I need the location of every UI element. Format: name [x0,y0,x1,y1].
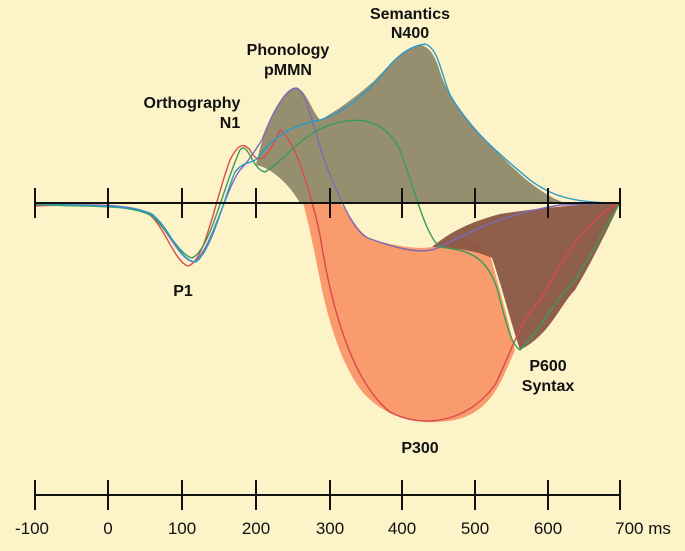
time-axis [34,480,621,510]
wave-green [34,119,621,351]
p600-area [432,203,620,350]
tick-label: 200 [242,519,270,538]
label: Syntax [522,378,575,395]
tick-label: 400 [388,519,416,538]
label: P300 [401,440,438,457]
label: pMMN [264,62,312,79]
wave-red [34,128,621,422]
label: Semantics [370,6,450,23]
label: P600 [529,358,566,375]
wave-purple [34,87,621,263]
n400-area [256,45,565,204]
tick-label: 500 [461,519,489,538]
tick-label: 0 [103,519,112,538]
tick-label: 300 [316,519,344,538]
wave-blue [34,43,621,263]
label: P1 [173,283,193,300]
tick-label: 600 [534,519,562,538]
label: Phonology [247,42,330,59]
label: Orthography [144,95,241,112]
tick-labels: -100 0 100 200 300 400 500 600 700 ms [15,519,671,538]
tick-label: 100 [168,519,196,538]
label: N1 [220,115,241,132]
upper-axis [34,188,621,218]
label: N400 [391,25,429,42]
tick-label: 700 ms [615,519,671,538]
component-labels: Semantics N400 Phonology pMMN Orthograph… [144,6,575,457]
tick-label: -100 [15,519,49,538]
